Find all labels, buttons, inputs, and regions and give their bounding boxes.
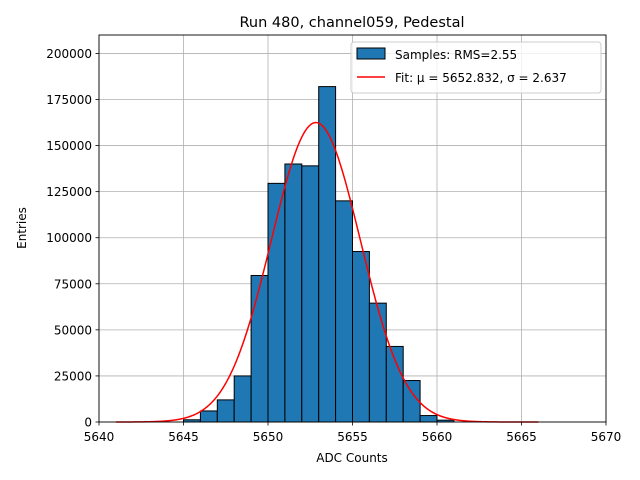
y-tick-label: 25000 [54, 369, 92, 383]
x-tick-label: 5645 [168, 430, 199, 444]
legend-fit-label: Fit: μ = 5652.832, σ = 2.637 [395, 71, 567, 85]
histogram-bar [199, 410, 218, 423]
x-tick-label: 5660 [422, 430, 453, 444]
histogram-bar [301, 165, 320, 423]
histogram-bar [402, 380, 421, 423]
legend-bar-swatch [356, 47, 386, 60]
histogram-bar [335, 200, 354, 423]
y-tick-label: 75000 [54, 277, 92, 291]
histogram-bar [250, 274, 269, 423]
histogram-bar [352, 251, 370, 423]
x-tick-label: 5655 [337, 430, 368, 444]
grid-lines [98, 35, 607, 423]
legend-box [350, 41, 602, 94]
histogram-bar [233, 375, 252, 423]
legend: Samples: RMS=2.55 Fit: μ = 5652.832, σ =… [350, 41, 602, 94]
y-tick-label: 175000 [46, 93, 92, 107]
histogram-bar [368, 302, 387, 423]
y-tick-label: 0 [84, 416, 92, 430]
histogram-bar [284, 163, 303, 423]
x-tick-label: 5665 [506, 430, 537, 444]
x-axis-ticks: 5640 5645 5650 5655 5660 5665 5670 [84, 422, 622, 444]
x-tick-label: 5640 [84, 430, 115, 444]
y-tick-label: 200000 [46, 47, 92, 61]
y-axis-label: Entries [15, 207, 29, 249]
y-tick-label: 150000 [46, 139, 92, 153]
chart-title: Run 480, channel059, Pedestal [239, 15, 464, 31]
y-tick-label: 125000 [46, 185, 92, 199]
y-tick-label: 100000 [46, 231, 92, 245]
y-tick-label: 50000 [54, 323, 92, 337]
histogram-bar [318, 86, 337, 423]
x-tick-label: 5650 [253, 430, 284, 444]
y-axis-ticks: 0 25000 50000 75000 100000 125000 150000 175000… [46, 47, 99, 430]
legend-bar-label: Samples: RMS=2.55 [395, 48, 517, 62]
histogram-bars [183, 86, 455, 423]
histogram-bar [419, 415, 438, 423]
gaussian-fit-curve [115, 121, 539, 423]
x-tick-label: 5670 [591, 430, 622, 444]
x-axis-label: ADC Counts [316, 451, 388, 465]
histogram-bar [216, 399, 235, 423]
